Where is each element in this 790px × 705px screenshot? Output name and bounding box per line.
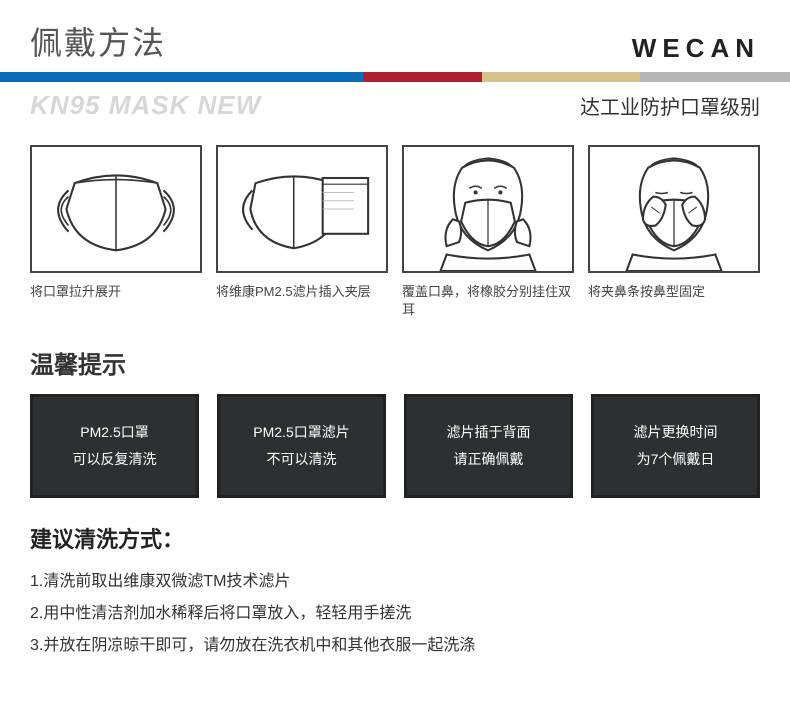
header: 佩戴方法 WECAN <box>0 0 790 72</box>
colorbar-seg-3 <box>482 72 640 82</box>
sub-header: KN95 MASK NEW 达工业防护口罩级别 <box>0 82 790 127</box>
cleaning-item-2: 2.用中性清洁剂加水稀释后将口罩放入，轻轻用手搓洗 <box>30 598 760 630</box>
colorbar-seg-1 <box>0 72 363 82</box>
step-2-illustration <box>216 145 388 273</box>
subtitle-text: 达工业防护口罩级别 <box>580 91 760 120</box>
tips-row: PM2.5口罩 可以反复清洗 PM2.5口罩滤片 不可以清洗 滤片插于背面 请正… <box>0 394 790 497</box>
tip-1-line1: PM2.5口罩 <box>80 419 148 446</box>
color-divider-bar <box>0 72 790 82</box>
step-1: 将口罩拉升展开 <box>30 145 202 319</box>
tip-4-line2: 为7个佩戴日 <box>637 446 715 473</box>
step-2: 将维康PM2.5滤片插入夹层 <box>216 145 388 319</box>
tip-box-1: PM2.5口罩 可以反复清洗 <box>30 394 199 497</box>
cleaning-item-3: 3.并放在阴凉晾干即可，请勿放在洗衣机中和其他衣服一起洗涤 <box>30 630 760 662</box>
tip-1-line2: 可以反复清洗 <box>73 446 157 473</box>
steps-row: 将口罩拉升展开 将维康PM2.5滤片插 <box>0 127 790 319</box>
brand-logo-text: WECAN <box>632 33 760 64</box>
step-1-caption: 将口罩拉升展开 <box>30 283 202 301</box>
step-4-illustration <box>588 145 760 273</box>
cleaning-item-1: 1.清洗前取出维康双微滤TM技术滤片 <box>30 566 760 598</box>
colorbar-seg-2 <box>363 72 482 82</box>
step-1-illustration <box>30 145 202 273</box>
step-3-illustration <box>402 145 574 273</box>
tip-box-3: 滤片插于背面 请正确佩戴 <box>404 394 573 497</box>
colorbar-seg-4 <box>640 72 790 82</box>
tip-2-line2: 不可以清洗 <box>267 446 337 473</box>
step-4: 将夹鼻条按鼻型固定 <box>588 145 760 319</box>
page-container: 佩戴方法 WECAN KN95 MASK NEW 达工业防护口罩级别 <box>0 0 790 662</box>
cleaning-title: 建议清洗方式： <box>30 522 760 554</box>
tips-title: 温馨提示 <box>0 319 790 394</box>
tip-3-line1: 滤片插于背面 <box>447 419 531 446</box>
step-4-caption: 将夹鼻条按鼻型固定 <box>588 283 760 301</box>
step-3: 覆盖口鼻，将橡胶分别挂住双耳 <box>402 145 574 319</box>
page-title: 佩戴方法 <box>30 18 166 64</box>
step-2-caption: 将维康PM2.5滤片插入夹层 <box>216 283 388 301</box>
tip-2-line1: PM2.5口罩滤片 <box>253 419 349 446</box>
step-3-caption: 覆盖口鼻，将橡胶分别挂住双耳 <box>402 283 574 319</box>
kn95-label: KN95 MASK NEW <box>30 90 261 121</box>
tip-box-2: PM2.5口罩滤片 不可以清洗 <box>217 394 386 497</box>
tip-box-4: 滤片更换时间 为7个佩戴日 <box>591 394 760 497</box>
tip-3-line2: 请正确佩戴 <box>454 446 524 473</box>
cleaning-section: 建议清洗方式： 1.清洗前取出维康双微滤TM技术滤片 2.用中性清洁剂加水稀释后… <box>0 498 790 662</box>
tip-4-line1: 滤片更换时间 <box>634 419 718 446</box>
